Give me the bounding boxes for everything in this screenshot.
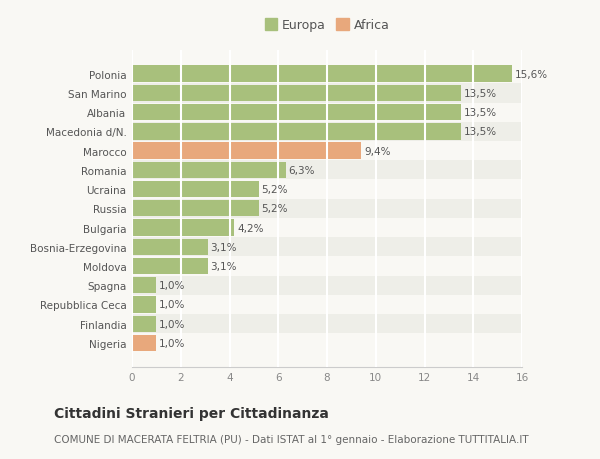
Text: 5,2%: 5,2% <box>262 204 288 214</box>
Bar <box>132 276 522 295</box>
Bar <box>132 201 259 217</box>
Bar <box>132 277 157 294</box>
Text: 13,5%: 13,5% <box>464 127 497 137</box>
Text: 6,3%: 6,3% <box>289 165 315 175</box>
Bar <box>132 220 235 236</box>
Bar <box>132 199 522 218</box>
Bar <box>132 65 522 84</box>
Bar <box>132 181 259 198</box>
Bar <box>132 238 522 257</box>
Text: 5,2%: 5,2% <box>262 185 288 195</box>
Text: 1,0%: 1,0% <box>160 338 185 348</box>
Bar <box>132 66 512 83</box>
Bar <box>132 316 157 332</box>
Bar <box>132 162 286 179</box>
Bar <box>132 335 157 352</box>
Text: 1,0%: 1,0% <box>160 280 185 291</box>
Text: COMUNE DI MACERATA FELTRIA (PU) - Dati ISTAT al 1° gennaio - Elaborazione TUTTIT: COMUNE DI MACERATA FELTRIA (PU) - Dati I… <box>54 434 529 444</box>
Bar <box>132 123 522 142</box>
Bar <box>132 297 157 313</box>
Bar <box>132 218 522 238</box>
Text: 1,0%: 1,0% <box>160 319 185 329</box>
Legend: Europa, Africa: Europa, Africa <box>261 16 393 36</box>
Bar <box>132 161 522 180</box>
Bar <box>132 105 461 121</box>
Bar <box>132 103 522 123</box>
Bar <box>132 124 461 140</box>
Text: 9,4%: 9,4% <box>364 146 391 156</box>
Text: 13,5%: 13,5% <box>464 89 497 99</box>
Bar <box>132 142 522 161</box>
Text: 3,1%: 3,1% <box>211 242 237 252</box>
Bar <box>132 257 522 276</box>
Bar <box>132 258 208 274</box>
Text: 3,1%: 3,1% <box>211 262 237 271</box>
Bar <box>132 239 208 255</box>
Text: 4,2%: 4,2% <box>238 223 264 233</box>
Bar <box>132 143 361 159</box>
Bar <box>132 84 522 103</box>
Text: 13,5%: 13,5% <box>464 108 497 118</box>
Bar <box>132 334 522 353</box>
Bar <box>132 295 522 314</box>
Bar <box>132 314 522 334</box>
Text: Cittadini Stranieri per Cittadinanza: Cittadini Stranieri per Cittadinanza <box>54 406 329 420</box>
Text: 1,0%: 1,0% <box>160 300 185 310</box>
Bar <box>132 180 522 199</box>
Bar <box>132 85 461 102</box>
Text: 15,6%: 15,6% <box>515 69 548 79</box>
